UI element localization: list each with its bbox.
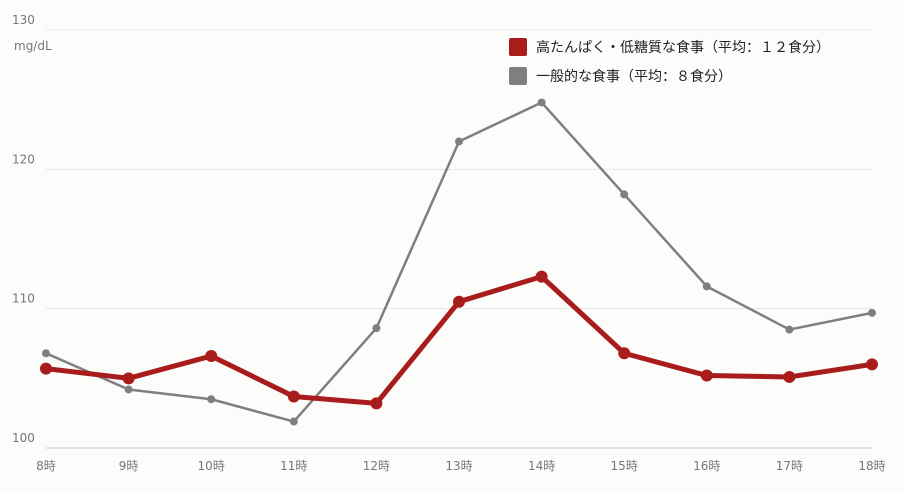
data-point xyxy=(40,362,52,375)
x-tick-label: 11時 xyxy=(280,459,307,473)
x-tick-label: 8時 xyxy=(36,459,56,473)
data-point xyxy=(868,308,876,317)
data-point xyxy=(537,98,546,107)
y-tick-label: 130 xyxy=(12,13,35,27)
data-point xyxy=(702,282,711,291)
data-point xyxy=(42,349,50,358)
data-point xyxy=(370,397,383,410)
data-point xyxy=(287,390,300,403)
data-point xyxy=(700,369,713,382)
x-tick-label: 14時 xyxy=(528,459,555,473)
data-point xyxy=(453,295,465,308)
series-line xyxy=(45,274,873,406)
data-point xyxy=(535,270,548,283)
data-point xyxy=(866,358,878,371)
data-point xyxy=(205,350,218,363)
legend-label: 高たんぱく・低糖質な食事（平均：１２食分） xyxy=(536,39,830,56)
series-line xyxy=(45,101,873,423)
legend: 高たんぱく・低糖質な食事（平均：１２食分） 一般的な食事（平均：８食分） xyxy=(509,38,830,85)
x-tick-label: 9時 xyxy=(119,459,139,473)
x-tick-label: 10時 xyxy=(198,459,225,473)
legend-swatch xyxy=(509,38,527,56)
data-point xyxy=(372,324,381,333)
x-tick-label: 18時 xyxy=(858,459,885,473)
data-point xyxy=(783,370,796,383)
data-point xyxy=(122,372,135,385)
data-point xyxy=(124,385,133,394)
legend-label: 一般的な食事（平均：８食分） xyxy=(536,68,732,85)
legend-swatch xyxy=(509,67,527,85)
x-tick-label: 17時 xyxy=(776,459,803,473)
data-point xyxy=(618,347,631,360)
data-point xyxy=(455,137,463,146)
y-tick-label: 120 xyxy=(12,152,35,166)
data-point xyxy=(207,395,216,404)
x-tick-label: 12時 xyxy=(363,459,390,473)
y-tick-label: 100 xyxy=(12,431,35,445)
data-point xyxy=(620,190,629,199)
x-tick-label: 16時 xyxy=(693,459,720,473)
y-tick-label: 110 xyxy=(12,292,35,306)
y-unit: mg/dL xyxy=(14,39,52,53)
x-tick-label: 13時 xyxy=(445,459,472,473)
data-point xyxy=(785,325,794,334)
x-tick-label: 15時 xyxy=(611,459,638,473)
data-point xyxy=(289,417,298,426)
